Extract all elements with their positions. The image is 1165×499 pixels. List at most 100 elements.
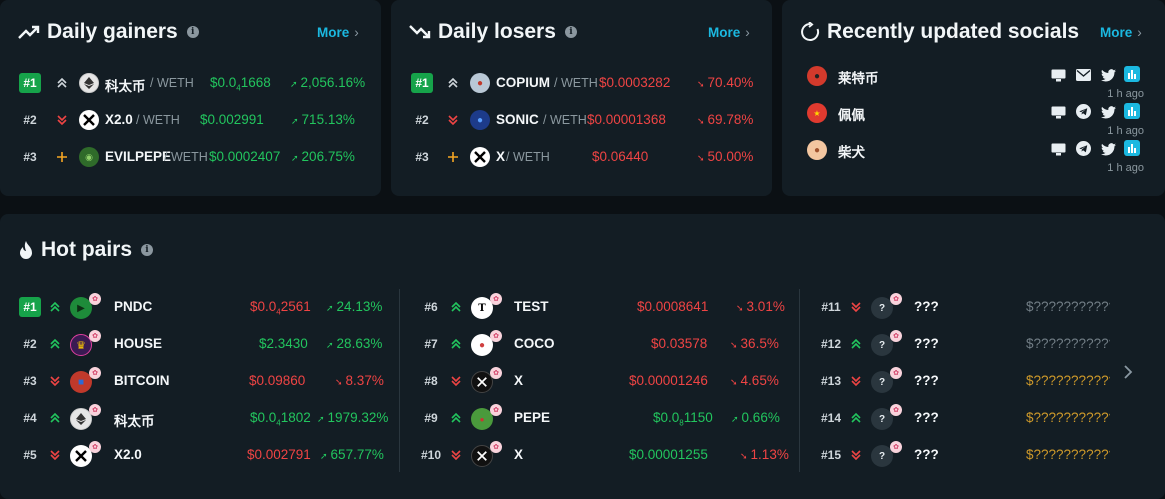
info-icon[interactable]: i (564, 26, 577, 38)
token-logo: ● (470, 73, 490, 93)
price: $0.002991 (200, 112, 264, 127)
trending-down-icon (409, 25, 431, 39)
double-up-icon (55, 76, 69, 90)
telegram-icon[interactable] (1075, 103, 1091, 119)
quote-token: / WETH (543, 113, 587, 127)
token-symbol: ??? (914, 447, 939, 462)
daily-gainers-title: Daily gainers i (18, 20, 199, 44)
double-up-icon (48, 300, 62, 314)
email-icon[interactable] (1075, 68, 1091, 82)
unknown-token-logo: ? (871, 371, 893, 393)
price: $0.002791 (247, 447, 311, 462)
refresh-icon (801, 22, 820, 41)
change-percent: ➘ 3.01% (736, 299, 785, 314)
double-down-icon (449, 374, 463, 388)
daily-losers-title: Daily losers i (409, 20, 577, 44)
twitter-icon[interactable] (1100, 105, 1116, 119)
double-down-icon (446, 113, 460, 127)
double-down-icon (48, 374, 62, 388)
dex-badge-icon: ✿ (490, 367, 502, 379)
socials-title: Recently updated socials (800, 20, 1079, 44)
chart-icon[interactable] (1124, 140, 1140, 156)
losers-more-link[interactable]: More › (708, 25, 750, 40)
unknown-token-logo: ? (871, 445, 893, 467)
dex-badge-icon: ✿ (89, 367, 101, 379)
hot-pairs-card (0, 214, 1165, 499)
token-symbol: 科太币 (105, 79, 146, 94)
double-down-icon (849, 300, 863, 314)
change-percent: ➘ 1.13% (740, 447, 789, 462)
unknown-token-logo: ? (871, 408, 893, 430)
change-percent: ➘ 36.5% (730, 336, 779, 351)
info-icon[interactable]: i (141, 244, 154, 256)
change-percent: ➚ 2,056.16% (290, 75, 366, 90)
rank-label: #8 (424, 374, 438, 388)
dex-badge-icon: ✿ (890, 441, 902, 453)
change-percent: ➚ 206.75% (291, 149, 355, 164)
price: $0.06440 (592, 149, 649, 164)
rank-label: #3 (415, 150, 429, 164)
price: $0.041802 (250, 410, 311, 428)
chart-icon[interactable] (1124, 66, 1140, 82)
price: $0.041668 (210, 75, 271, 93)
token-logo (471, 445, 493, 467)
telegram-icon[interactable] (1075, 140, 1091, 156)
plus-icon (446, 150, 460, 164)
quote-token: / WETH (136, 113, 180, 127)
rank-label: #15 (820, 448, 842, 462)
rank-badge: #1 (19, 297, 41, 317)
token-logo (70, 445, 92, 467)
token-symbol: BITCOIN (114, 373, 170, 388)
twitter-icon[interactable] (1100, 68, 1116, 82)
hot-pairs-title: Hot pairs i (18, 238, 154, 262)
double-up-icon (449, 337, 463, 351)
change-percent: ➘ 50.00% (697, 149, 754, 164)
token-logo (70, 408, 92, 430)
token-logo: ■ (70, 371, 92, 393)
token-logo: T (471, 297, 493, 319)
change-percent: ➘ 8.37% (335, 373, 384, 388)
column-divider (399, 289, 400, 472)
rank-label: #14 (820, 411, 842, 425)
chart-icon[interactable] (1124, 103, 1140, 119)
double-up-icon (48, 411, 62, 425)
dex-badge-icon: ✿ (890, 367, 902, 379)
dex-badge-icon: ✿ (490, 404, 502, 416)
rank-label: #2 (23, 113, 37, 127)
price: $0.00001255 (629, 447, 708, 462)
updated-time: 1 h ago (1107, 88, 1144, 100)
token-symbol: SONIC (496, 112, 539, 127)
info-icon[interactable]: i (186, 26, 199, 38)
price: $??????????? (1026, 299, 1110, 314)
rank-label: #6 (424, 300, 438, 314)
rank-label: #5 (23, 448, 37, 462)
dex-badge-icon: ✿ (89, 293, 101, 305)
plus-icon (55, 150, 69, 164)
website-icon[interactable] (1050, 105, 1066, 119)
token-logo: ● (470, 110, 490, 130)
quote-token: / WETH (554, 76, 598, 90)
rank-label: #13 (820, 374, 842, 388)
twitter-icon[interactable] (1100, 142, 1116, 156)
token-name: 佩佩 (838, 108, 865, 123)
next-page-button[interactable] (1118, 360, 1138, 384)
socials-card: Recently updated socials More › ● 莱特币 1 h… (782, 0, 1165, 196)
token-symbol: X2.0 (105, 112, 133, 127)
token-symbol: EVILPEPE (105, 149, 172, 164)
token-logo (79, 110, 99, 130)
token-symbol: COCO (514, 336, 555, 351)
dex-badge-icon: ✿ (89, 441, 101, 453)
token-symbol: X2.0 (114, 447, 142, 462)
website-icon[interactable] (1050, 68, 1066, 82)
double-up-icon (849, 337, 863, 351)
fire-icon (20, 241, 32, 259)
website-icon[interactable] (1050, 142, 1066, 156)
rank-label: #3 (23, 150, 37, 164)
token-symbol: COPIUM (496, 75, 550, 90)
rank-label: #3 (23, 374, 37, 388)
socials-more-link[interactable]: More › (1100, 25, 1142, 40)
double-down-icon (849, 448, 863, 462)
double-up-icon (48, 337, 62, 351)
gainers-more-link[interactable]: More › (317, 25, 359, 40)
token-symbol: ??? (914, 336, 939, 351)
